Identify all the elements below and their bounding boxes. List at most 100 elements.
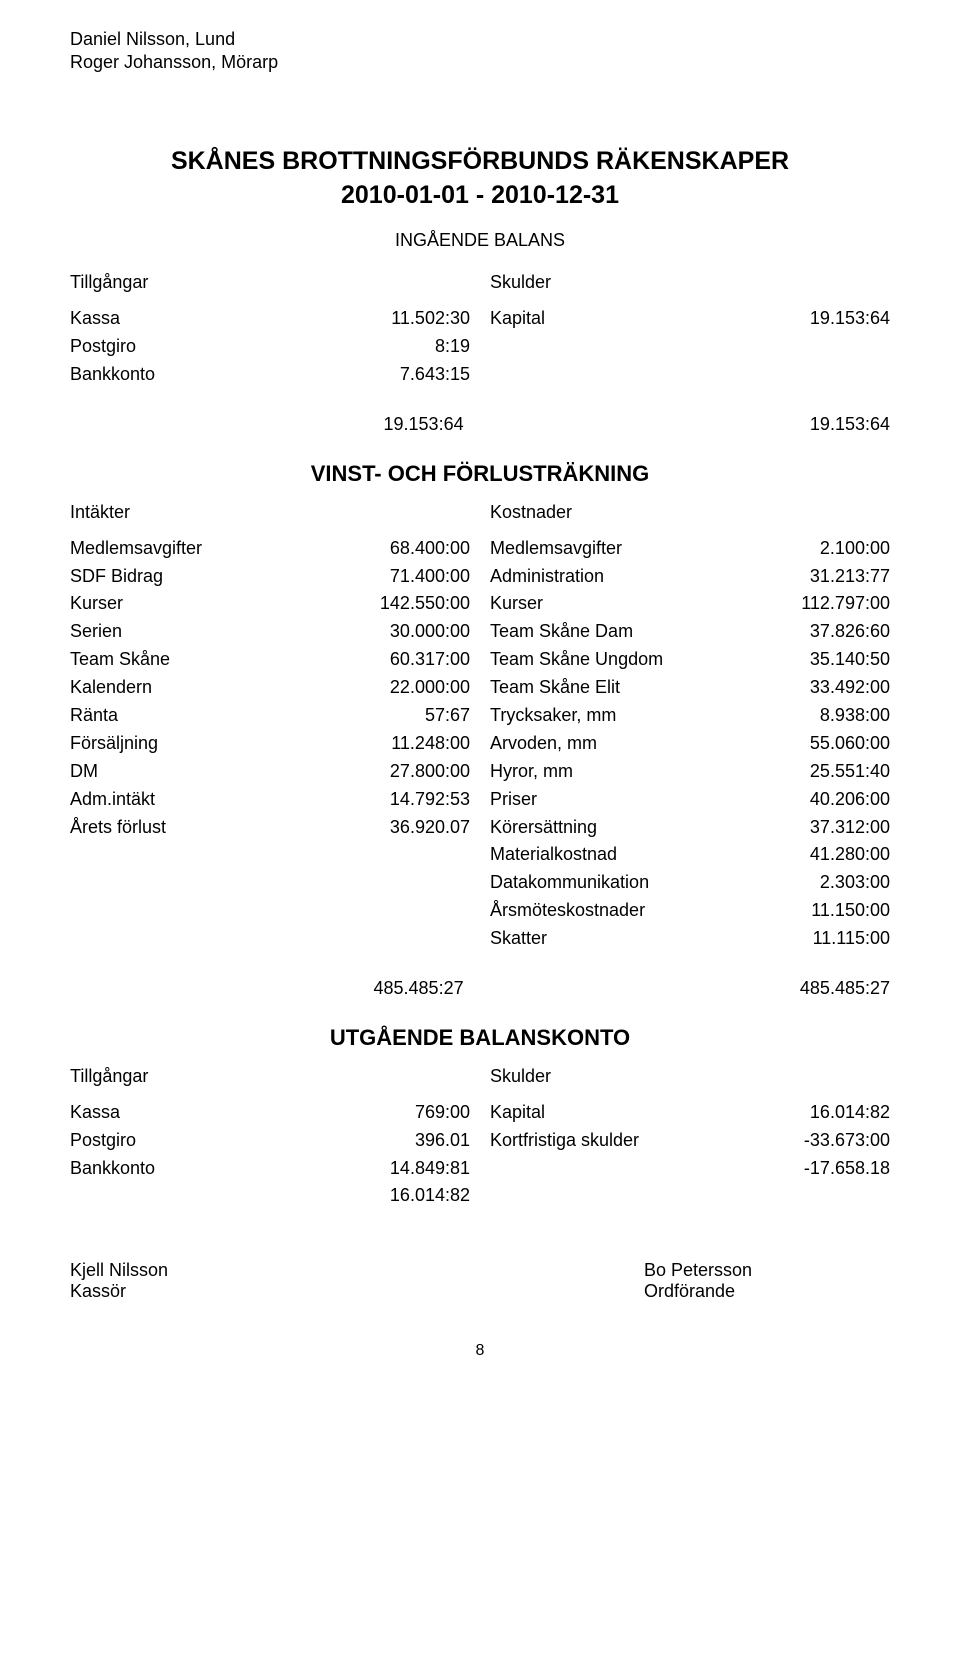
table-row: Kassa769:00 (70, 1099, 470, 1127)
ingaende-left-rows: Kassa11.502:30Postgiro8:19Bankkonto7.643… (70, 305, 470, 389)
table-row: Kapital19.153:64 (490, 305, 890, 333)
utgaende-left-header: Tillgångar (70, 1063, 470, 1091)
row-value: 37.826:60 (810, 618, 890, 646)
row-value: 7.643:15 (400, 361, 470, 389)
row-value: 30.000:00 (390, 618, 470, 646)
table-row: Bankkonto7.643:15 (70, 361, 470, 389)
row-label: Skatter (490, 925, 547, 953)
title-line-2: 2010-01-01 - 2010-12-31 (70, 179, 890, 213)
row-value: 11.115:00 (813, 925, 890, 953)
row-value: 16.014:82 (810, 1099, 890, 1127)
table-row: Administration 31.213:77 (490, 563, 890, 591)
table-row: Team Skåne Ungdom35.140:50 (490, 646, 890, 674)
row-label: DM (70, 758, 98, 786)
table-row: Bankkonto14.849:81 (70, 1155, 470, 1183)
row-label: Team Skåne Ungdom (490, 646, 663, 674)
sig-right-name: Bo Petersson (644, 1260, 890, 1281)
row-value: 37.312:00 (810, 814, 890, 842)
table-row: Försäljning 11.248:00 (70, 730, 470, 758)
table-row: Trycksaker, mm8.938:00 (490, 702, 890, 730)
row-value: -33.673:00 (804, 1127, 890, 1155)
table-row: Kalendern 22.000:00 (70, 674, 470, 702)
row-label: Trycksaker, mm (490, 702, 616, 730)
table-row: Körersättning37.312:00 (490, 814, 890, 842)
vinst-right-rows: Medlemsavgifter2.100:00Administration31.… (490, 535, 890, 953)
row-label: Kassa (70, 1099, 120, 1127)
row-value: 11.502:30 (391, 305, 470, 333)
row-value: 31.213:77 (810, 563, 890, 591)
row-label: Administration (490, 563, 604, 591)
table-row: Ränta57:67 (70, 702, 470, 730)
row-label: Kalendern (70, 674, 152, 702)
row-label: Serien (70, 618, 122, 646)
table-row: Kassa11.502:30 (70, 305, 470, 333)
page: Daniel Nilsson, Lund Roger Johansson, Mö… (0, 0, 960, 1665)
ingaende-left-header: Tillgångar (70, 269, 470, 297)
row-label: Medlemsavgifter (70, 535, 202, 563)
row-value: 142.550:00 (380, 590, 470, 618)
row-label: Team Skåne Dam (490, 618, 633, 646)
row-label: Kurser (70, 590, 123, 618)
signature-left: Kjell Nilsson Kassör (70, 1260, 316, 1302)
title-line-1: SKÅNES BROTTNINGSFÖRBUNDS RÄKENSKAPER (70, 145, 890, 179)
row-value: 60.317:00 (390, 646, 470, 674)
vinst-totals: 485.485:27 485.485:27 (70, 975, 890, 1003)
table-row: Hyror, mm25.551:40 (490, 758, 890, 786)
row-value: 2.303:00 (820, 869, 890, 897)
vinst-right-col: Kostnader Medlemsavgifter2.100:00Adminis… (490, 499, 890, 953)
sig-left-name: Kjell Nilsson (70, 1260, 316, 1281)
row-value: 27.800:00 (390, 758, 470, 786)
sig-right-title: Ordförande (644, 1281, 890, 1302)
table-row: SDF Bidrag 71.400:00 (70, 563, 470, 591)
row-value: 36.920.07 (390, 814, 470, 842)
table-row: Årets förlust 36.920.07 (70, 814, 470, 842)
vinst-right-total: 485.485:27 (496, 975, 890, 1003)
row-label: Kapital (490, 1099, 545, 1127)
row-value: 11.248:00 (391, 730, 470, 758)
utgaende-left-col: Tillgångar Kassa769:00Postgiro396.01Bank… (70, 1063, 470, 1210)
header-names: Daniel Nilsson, Lund Roger Johansson, Mö… (70, 28, 890, 75)
table-row: Kurser112.797:00 (490, 590, 890, 618)
table-row: Team Skåne Dam 37.826:60 (490, 618, 890, 646)
row-value: 14.792:53 (390, 786, 470, 814)
page-number: 8 (70, 1342, 890, 1360)
vinst-left-header: Intäkter (70, 499, 470, 527)
row-value: 2.100:00 (820, 535, 890, 563)
table-row: Kortfristiga skulder-33.673:00 (490, 1127, 890, 1155)
row-label: Kurser (490, 590, 543, 618)
table-row: Årsmöteskostnader 11.150:00 (490, 897, 890, 925)
header-name-2: Roger Johansson, Mörarp (70, 51, 890, 74)
table-row: Medlemsavgifter68.400:00 (70, 535, 470, 563)
row-value: 71.400:00 (390, 563, 470, 591)
row-label: Försäljning (70, 730, 158, 758)
sig-left-title: Kassör (70, 1281, 316, 1302)
row-label: SDF Bidrag (70, 563, 163, 591)
row-value: 22.000:00 (390, 674, 470, 702)
row-value: 14.849:81 (390, 1155, 470, 1183)
table-row: Materialkostnad41.280:00 (490, 841, 890, 869)
signature-right: Bo Petersson Ordförande (316, 1260, 890, 1302)
vinst-left-rows: Medlemsavgifter68.400:00SDF Bidrag 71.400… (70, 535, 470, 842)
row-value: 41.280:00 (810, 841, 890, 869)
table-row: Kurser 142.550:00 (70, 590, 470, 618)
row-label: Årsmöteskostnader (490, 897, 645, 925)
row-value: 8:19 (435, 333, 470, 361)
ingaende-right-rows: Kapital19.153:64 (490, 305, 890, 333)
table-row: DM 27.800:00 (70, 758, 470, 786)
row-label: Ränta (70, 702, 118, 730)
table-row: Serien 30.000:00 (70, 618, 470, 646)
table-row: -17.658.18 (490, 1155, 890, 1183)
row-label: Arvoden, mm (490, 730, 597, 758)
vinst-right-header: Kostnader (490, 499, 890, 527)
row-value: 11.150:00 (811, 897, 890, 925)
ingaende-right-col: Skulder Kapital19.153:64 (490, 269, 890, 389)
table-row: Skatter 11.115:00 (490, 925, 890, 953)
utgaende-table: Tillgångar Kassa769:00Postgiro396.01Bank… (70, 1063, 890, 1210)
row-label: Årets förlust (70, 814, 166, 842)
ingaende-balans-heading: INGÅENDE BALANS (70, 230, 890, 251)
vinst-left-total: 485.485:27 (70, 975, 464, 1003)
row-label: Team Skåne (70, 646, 170, 674)
row-value: 396.01 (415, 1127, 470, 1155)
signatures: Kjell Nilsson Kassör Bo Petersson Ordför… (70, 1260, 890, 1302)
row-label: Kapital (490, 305, 545, 333)
